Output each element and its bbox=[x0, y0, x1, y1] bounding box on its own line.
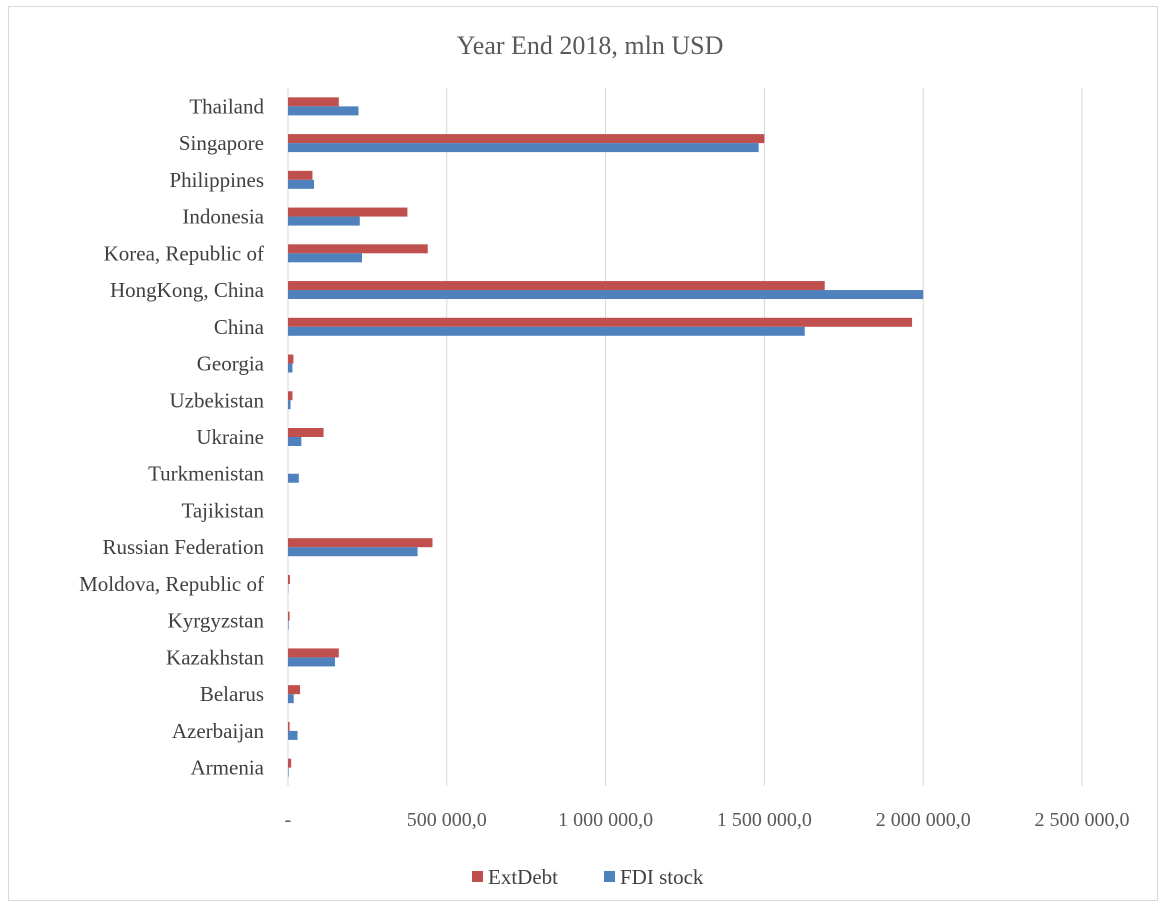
category-label: Uzbekistan bbox=[170, 388, 265, 412]
bar-fdi-stock bbox=[288, 290, 924, 300]
category-label: Thailand bbox=[189, 94, 264, 118]
bar-fdi-stock bbox=[288, 694, 294, 704]
bar-fdi-stock bbox=[288, 437, 302, 446]
x-axis-ticks: - 500 000,0 1 000 000,0 1 500 000,0 2 000 00… bbox=[285, 809, 1130, 831]
x-tick-label: - bbox=[285, 809, 292, 831]
bar-extdebt bbox=[288, 721, 290, 731]
x-tick-label: 2 000 000,0 bbox=[876, 809, 971, 831]
bar-extdebt bbox=[288, 97, 339, 107]
category-labels: Armenia Azerbaijan Belarus Kazakhstan Kyrgyz… bbox=[79, 94, 265, 779]
category-label: Belarus bbox=[200, 682, 264, 706]
category-label: Indonesia bbox=[182, 205, 264, 229]
category-label: Ukraine bbox=[196, 425, 264, 449]
x-tick-label: 2 500 000,0 bbox=[1035, 809, 1130, 831]
bar-fdi-stock bbox=[288, 179, 315, 189]
bar-fdi-stock bbox=[288, 473, 299, 483]
chart-title: Year End 2018, mln USD bbox=[457, 31, 724, 60]
category-label: HongKong, China bbox=[110, 278, 265, 302]
bar-fdi-stock bbox=[288, 326, 805, 336]
bar-extdebt bbox=[288, 428, 324, 437]
bar-fdi-stock bbox=[288, 106, 359, 116]
legend-label: FDI stock bbox=[620, 865, 704, 889]
category-label: China bbox=[214, 315, 265, 339]
legend-label: ExtDebt bbox=[488, 865, 558, 889]
bar-extdebt bbox=[288, 207, 408, 217]
chart-frame bbox=[8, 6, 1158, 901]
category-label: Azerbaijan bbox=[172, 719, 265, 743]
bar-extdebt bbox=[288, 538, 433, 548]
bar-extdebt bbox=[288, 758, 292, 768]
bar-extdebt bbox=[288, 244, 428, 254]
legend-swatch bbox=[604, 871, 615, 882]
x-tick-label: 1 500 000,0 bbox=[717, 809, 812, 831]
bar-extdebt bbox=[288, 134, 765, 144]
category-label: Singapore bbox=[179, 131, 264, 155]
category-label: Moldova, Republic of bbox=[79, 572, 264, 596]
bar-extdebt bbox=[288, 170, 313, 180]
category-label: Turkmenistan bbox=[148, 462, 264, 486]
bar-extdebt bbox=[288, 648, 339, 658]
legend: ExtDebt FDI stock bbox=[472, 865, 704, 889]
category-label: Kazakhstan bbox=[166, 645, 264, 669]
bar-fdi-stock bbox=[288, 730, 298, 740]
bar-fdi-stock bbox=[288, 547, 418, 557]
bar-fdi-stock bbox=[288, 143, 759, 153]
bar-fdi-stock bbox=[288, 216, 360, 226]
x-tick-label: 1 000 000,0 bbox=[558, 809, 653, 831]
category-label: Armenia bbox=[191, 756, 265, 780]
x-tick-label: 500 000,0 bbox=[407, 809, 487, 831]
bar-fdi-stock bbox=[288, 620, 289, 630]
bar-extdebt bbox=[288, 317, 913, 327]
bar-fdi-stock bbox=[288, 363, 293, 373]
bar-fdi-stock bbox=[288, 400, 291, 410]
legend-swatch bbox=[472, 871, 483, 882]
gridlines bbox=[287, 88, 1083, 786]
bar-extdebt bbox=[288, 574, 290, 584]
bar-extdebt bbox=[288, 281, 825, 291]
bar-fdi-stock bbox=[288, 767, 289, 777]
bar-fdi-stock bbox=[288, 253, 363, 263]
category-label: Georgia bbox=[197, 352, 265, 376]
category-label: Russian Federation bbox=[102, 535, 264, 559]
category-label: Korea, Republic of bbox=[104, 241, 264, 265]
bar-extdebt bbox=[288, 354, 294, 364]
bar-extdebt bbox=[288, 611, 290, 621]
bars bbox=[288, 97, 924, 777]
category-label: Philippines bbox=[169, 168, 264, 192]
bar-fdi-stock bbox=[288, 657, 336, 667]
bar-extdebt bbox=[288, 391, 293, 401]
bar-extdebt bbox=[288, 685, 301, 695]
category-label: Kyrgyzstan bbox=[168, 609, 265, 633]
category-label: Tajikistan bbox=[181, 498, 264, 522]
